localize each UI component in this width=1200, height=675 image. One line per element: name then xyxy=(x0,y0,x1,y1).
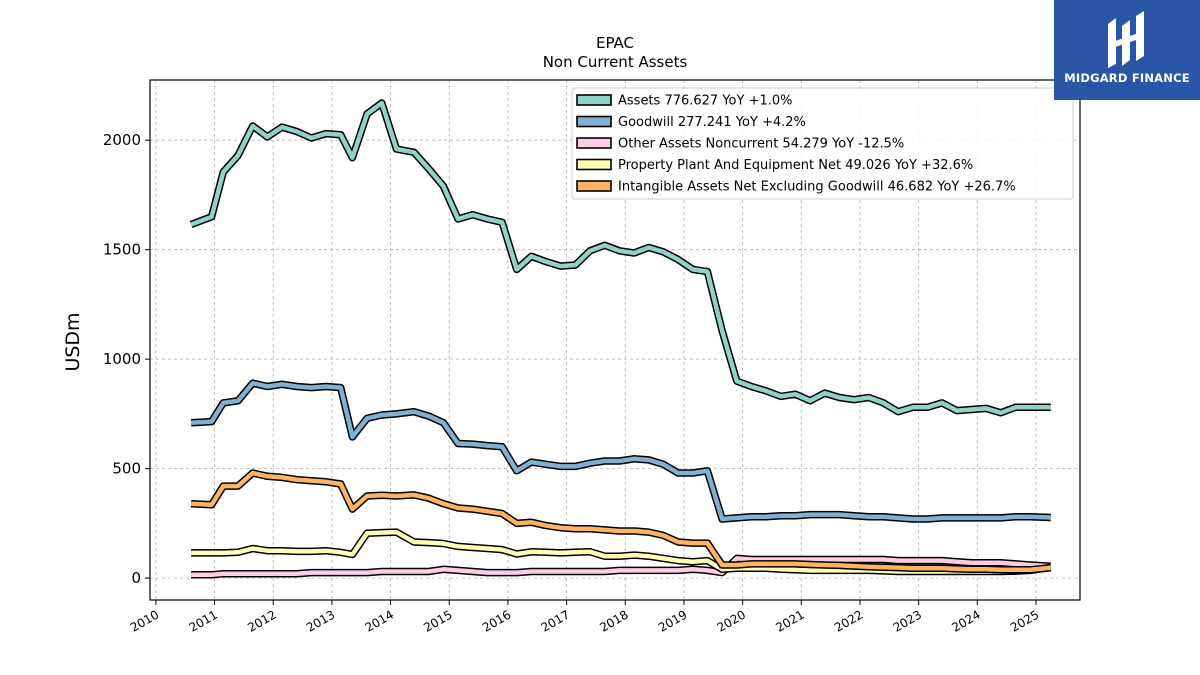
legend-swatch xyxy=(576,137,612,149)
series-line xyxy=(191,556,1051,578)
legend-entry: Property Plant And Equipment Net 49.026 … xyxy=(618,158,973,173)
legend: Assets 776.627 YoY +1.0% Goodwill 277.241… xyxy=(571,87,1074,200)
series-goodwill xyxy=(190,379,1051,523)
y-tick-label: 1000 xyxy=(103,350,141,368)
legend-entry: Other Assets Noncurrent 54.279 YoY -12.5… xyxy=(618,137,904,152)
plot-frame xyxy=(149,79,1081,601)
series-layer xyxy=(189,99,1052,579)
legend-box xyxy=(571,87,1074,200)
legend-swatch xyxy=(576,115,612,128)
logo-mark-icon xyxy=(1108,11,1144,68)
logo-text: MIDGARD FINANCE xyxy=(1064,71,1190,85)
y-tick-label: 500 xyxy=(112,460,141,478)
legend-entry: Assets 776.627 YoY +1.0% xyxy=(618,94,793,109)
x-tick-label: 2012 xyxy=(245,607,278,634)
chart-title: EPAC xyxy=(596,34,634,52)
series-intangible-assets-net-excluding-goodwill xyxy=(190,469,1052,574)
legend-swatch xyxy=(576,158,612,171)
y-tick-label: 1500 xyxy=(103,241,141,259)
x-tick-label: 2013 xyxy=(304,607,337,634)
x-tick-label: 2020 xyxy=(715,607,748,634)
chart-subtitle: Non Current Assets xyxy=(543,53,688,71)
series-line xyxy=(190,100,1051,416)
brand-logo: MIDGARD FINANCE xyxy=(1054,0,1200,100)
x-tick-label: 2010 xyxy=(128,607,161,634)
x-tick-label: 2011 xyxy=(187,607,220,634)
x-tick-label: 2021 xyxy=(773,607,806,634)
series-line xyxy=(190,470,1051,573)
x-tick-label: 2019 xyxy=(656,607,689,634)
x-tick-label: 2018 xyxy=(597,607,630,634)
legend-entry: Goodwill 277.241 YoY +4.2% xyxy=(618,115,806,130)
x-tick-label: 2016 xyxy=(480,607,513,634)
legend-swatch xyxy=(576,94,612,106)
y-tick-label: 2000 xyxy=(103,131,141,149)
x-tick-label: 2022 xyxy=(832,607,865,634)
x-tick-label: 2014 xyxy=(363,607,396,634)
legend-swatch xyxy=(576,180,612,192)
x-tick-label: 2015 xyxy=(421,607,454,634)
series-assets xyxy=(189,99,1051,417)
y-tick-label: 0 xyxy=(131,569,141,587)
legend-entry: Intangible Assets Net Excluding Goodwill… xyxy=(618,180,1016,195)
series-line xyxy=(190,380,1051,522)
series-other-assets-noncurrent xyxy=(191,554,1051,579)
x-tick-label: 2024 xyxy=(949,607,982,634)
x-tick-label: 2023 xyxy=(891,607,924,634)
y-axis-label: USDm xyxy=(62,312,84,371)
x-tick-label: 2025 xyxy=(1008,607,1041,634)
x-tick-label: 2017 xyxy=(539,607,572,634)
